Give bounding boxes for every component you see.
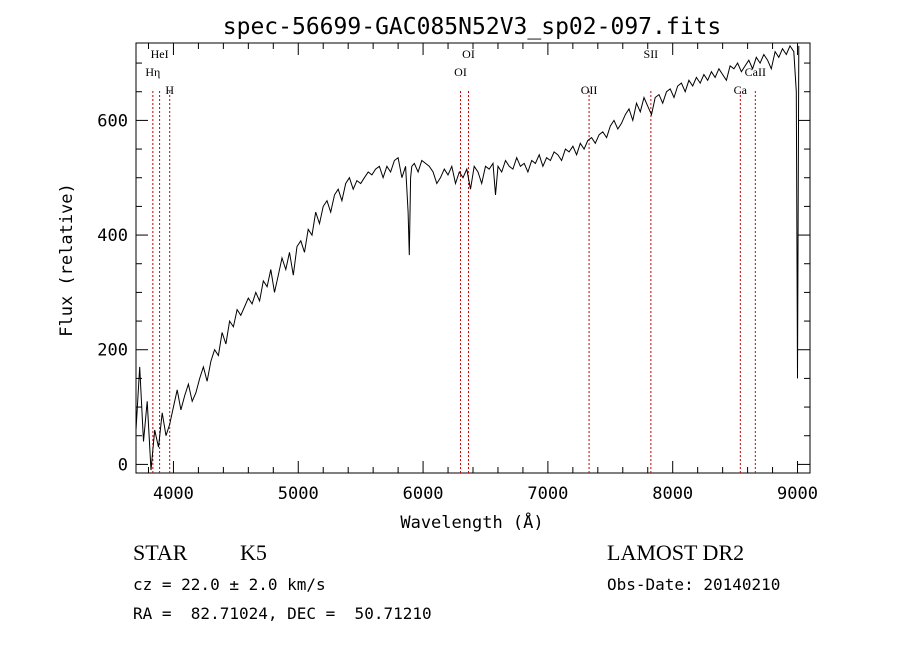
line-mark-label: CaII (745, 65, 766, 79)
line-mark-label: H (165, 83, 174, 97)
object-class: STAR (133, 540, 188, 565)
coordinates: RA = 82.71024, DEC = 50.71210 (133, 604, 432, 623)
spectrum-line (135, 44, 800, 471)
x-tick-label: 5000 (278, 484, 319, 504)
line-marks: HeI Hη H OI OI OII SII CaII Ca (145, 47, 766, 473)
line-mark-label: OI (454, 65, 467, 79)
x-tick-label: 4000 (153, 484, 194, 504)
line-mark-label: Ca (734, 83, 748, 97)
line-mark-label: HeI (151, 47, 169, 61)
x-axis-label: Wavelength (Å) (400, 511, 543, 533)
x-tick-label: 8000 (652, 484, 693, 504)
x-tick-label: 6000 (403, 484, 444, 504)
line-mark-label: Hη (145, 65, 160, 79)
line-mark-label: OII (581, 83, 598, 97)
y-tick-label: 600 (97, 111, 128, 131)
survey-name: LAMOST DR2 (607, 540, 745, 565)
redshift-readout: cz = 22.0 ± 2.0 km/s (133, 575, 326, 594)
y-axis-label: Flux (relative) (57, 183, 77, 337)
x-tick-label: 9000 (777, 484, 818, 504)
object-subclass: K5 (240, 540, 267, 565)
obs-date: Obs-Date: 20140210 (607, 575, 781, 594)
y-tick-label: 0 (118, 455, 128, 475)
line-mark-label: SII (644, 47, 659, 61)
y-tick-label: 400 (97, 226, 128, 246)
y-tick-label: 200 (97, 341, 128, 361)
chart-title: spec-56699-GAC085N52V3_sp02-097.fits (223, 14, 722, 40)
axes: 4000 5000 6000 7000 8000 9000 0 200 400 600 (97, 43, 818, 504)
x-tick-label: 7000 (527, 484, 568, 504)
plot-frame (135, 42, 811, 474)
line-mark-label: OI (462, 47, 475, 61)
